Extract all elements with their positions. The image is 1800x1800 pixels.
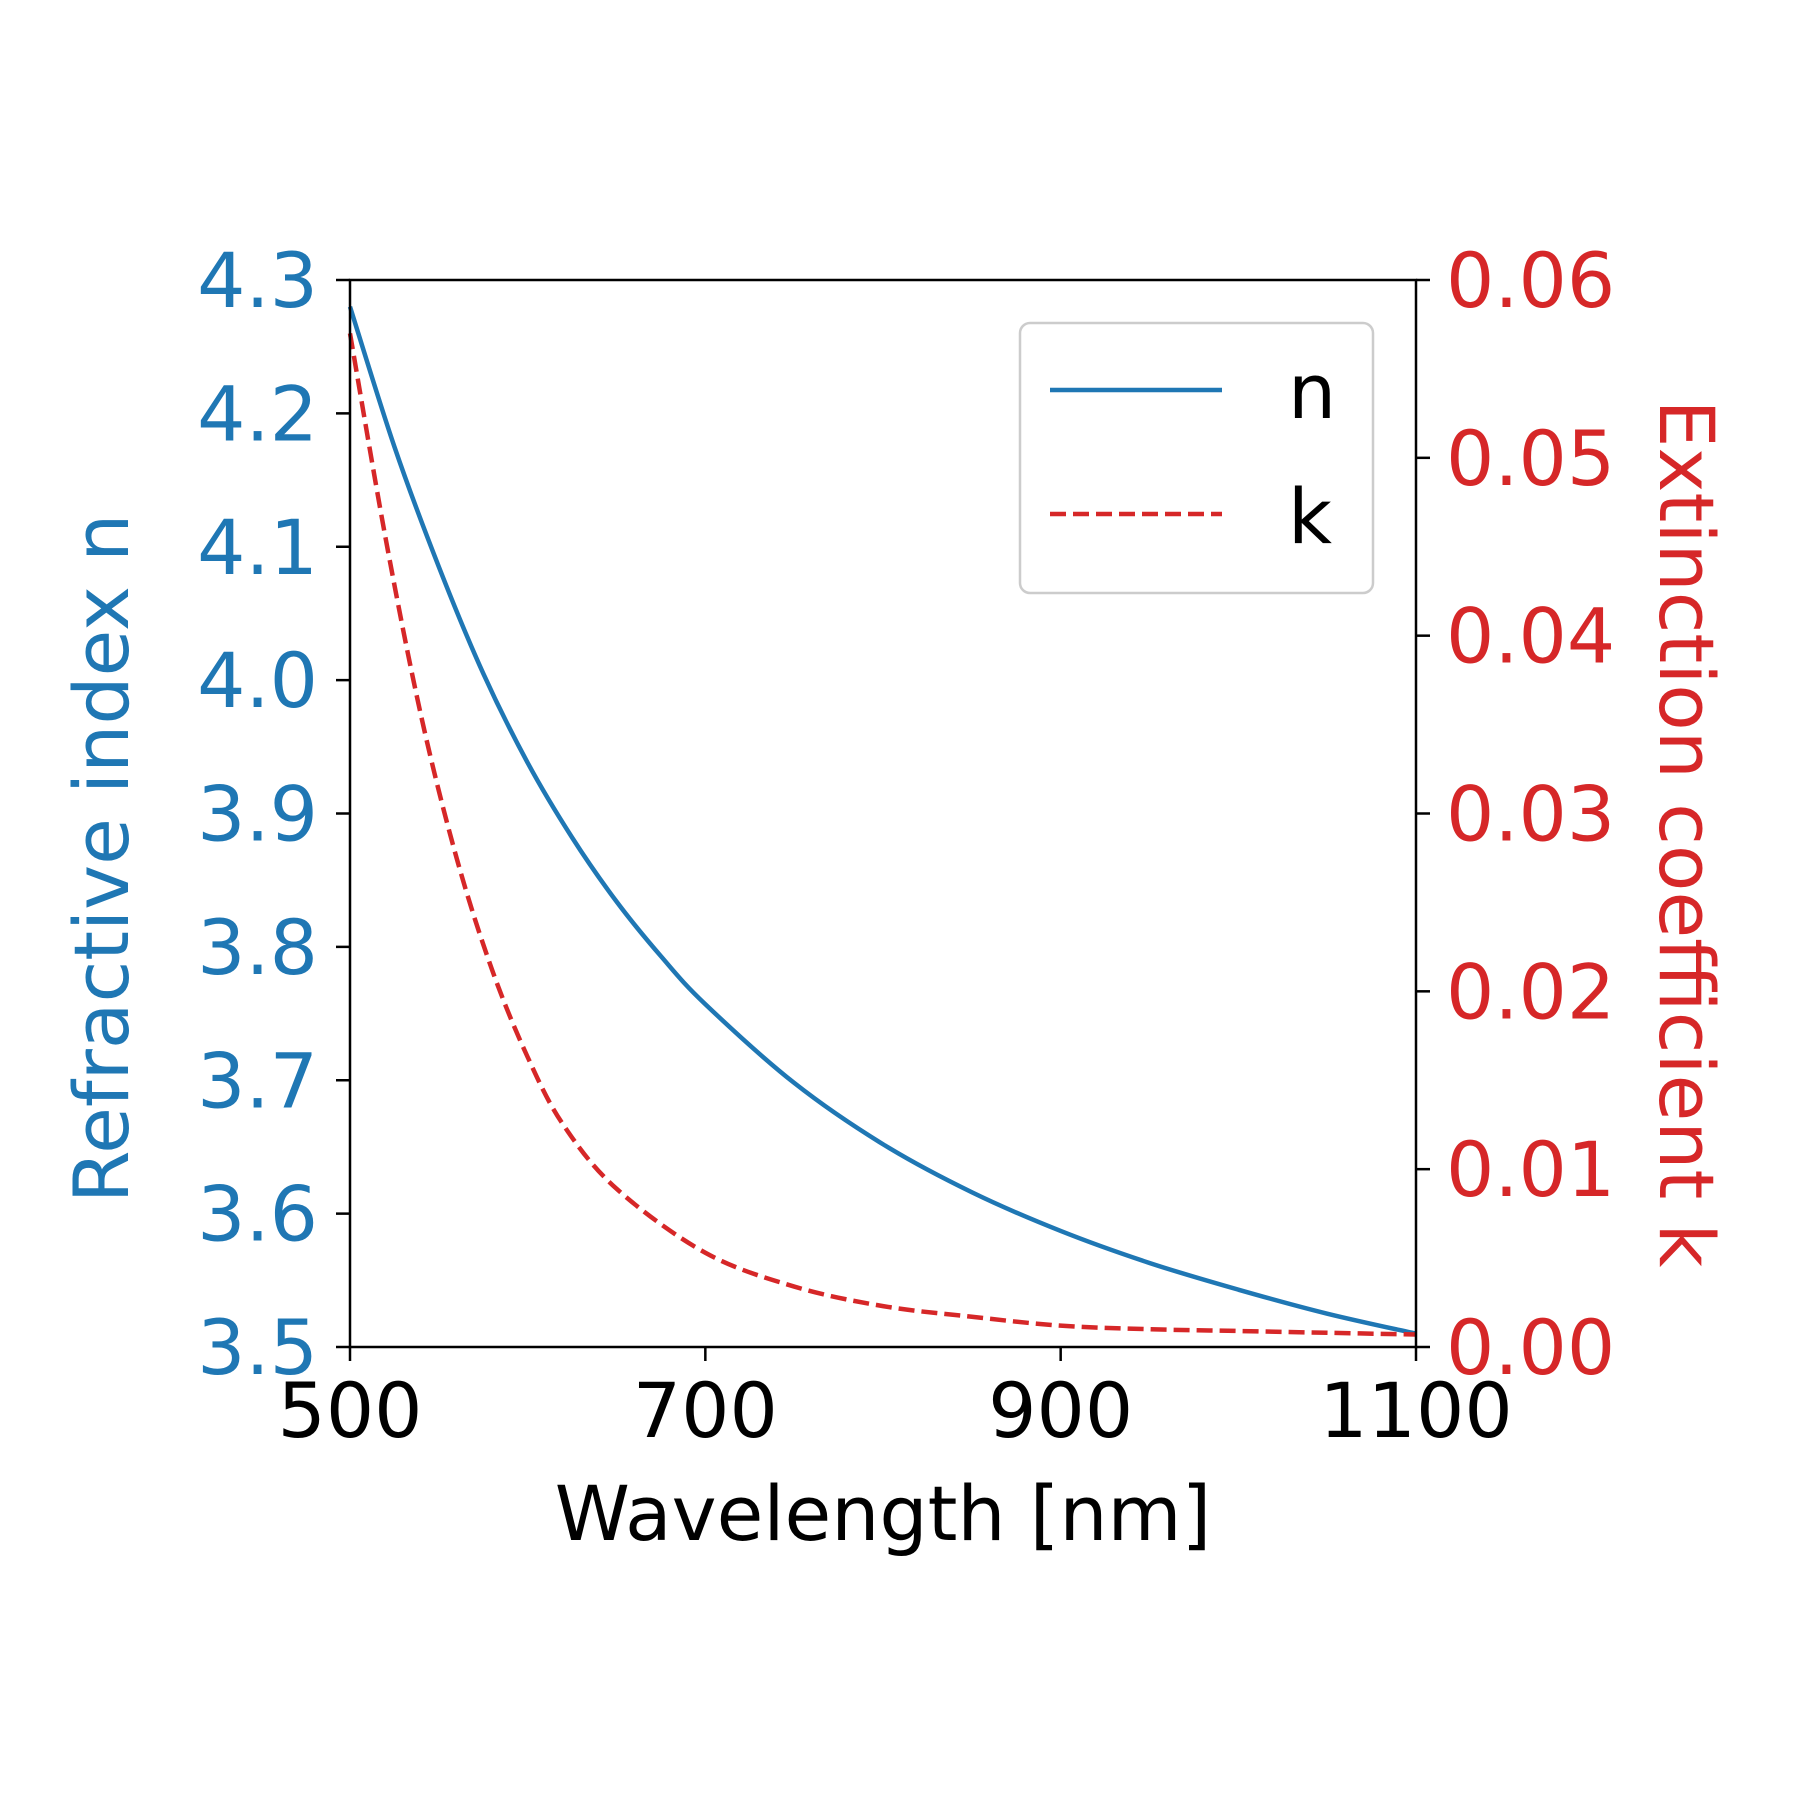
plot-marks xyxy=(347,305,1417,1337)
x-tick-label: 500 xyxy=(277,1366,422,1455)
right-y-tick-label: 0.04 xyxy=(1446,592,1615,681)
legend-k-label: k xyxy=(1288,472,1332,561)
left-y-tick-label: 4.2 xyxy=(197,369,318,458)
right-y-tick-label: 0.02 xyxy=(1446,947,1615,1036)
left-y-tick-label: 3.6 xyxy=(197,1170,318,1259)
right-y-tick-label: 0.00 xyxy=(1446,1303,1615,1392)
x-axis-title: Wavelength [nm] xyxy=(555,1469,1212,1558)
right-y-tick-label: 0.05 xyxy=(1446,414,1615,503)
left-y-tick-label: 3.7 xyxy=(197,1036,318,1125)
right-y-tick-label: 0.06 xyxy=(1446,236,1615,325)
legend: n k xyxy=(1018,321,1375,595)
left-y-axis-ticks: 3.5 3.6 3.7 3.8 3.9 4.0 4.1 4.2 4.3 xyxy=(197,236,350,1392)
left-y-tick-label: 4.1 xyxy=(197,503,318,592)
x-tick-label: 900 xyxy=(988,1366,1133,1455)
x-tick-label: 1100 xyxy=(1319,1366,1512,1455)
left-y-tick-label: 4.0 xyxy=(197,636,318,725)
legend-n-label: n xyxy=(1288,347,1336,436)
right-y-axis-title: Extinction coefficient k xyxy=(1642,400,1731,1268)
right-y-tick-label: 0.03 xyxy=(1446,770,1615,859)
x-axis-ticks: 500 700 900 1100 xyxy=(277,1347,1513,1455)
x-tick-label: 700 xyxy=(633,1366,778,1455)
left-y-tick-label: 3.8 xyxy=(197,903,318,992)
series-n-line xyxy=(347,305,1417,1336)
left-y-tick-label: 4.3 xyxy=(197,236,318,325)
right-y-tick-label: 0.01 xyxy=(1446,1125,1615,1214)
left-y-axis-title: Refractive index n xyxy=(57,514,146,1204)
left-y-tick-label: 3.9 xyxy=(197,770,318,859)
right-y-axis-ticks: 0.00 0.01 0.02 0.03 0.04 0.05 0.06 xyxy=(1416,236,1615,1392)
left-y-tick-label: 3.5 xyxy=(197,1303,318,1392)
series-k-line xyxy=(347,332,1417,1337)
